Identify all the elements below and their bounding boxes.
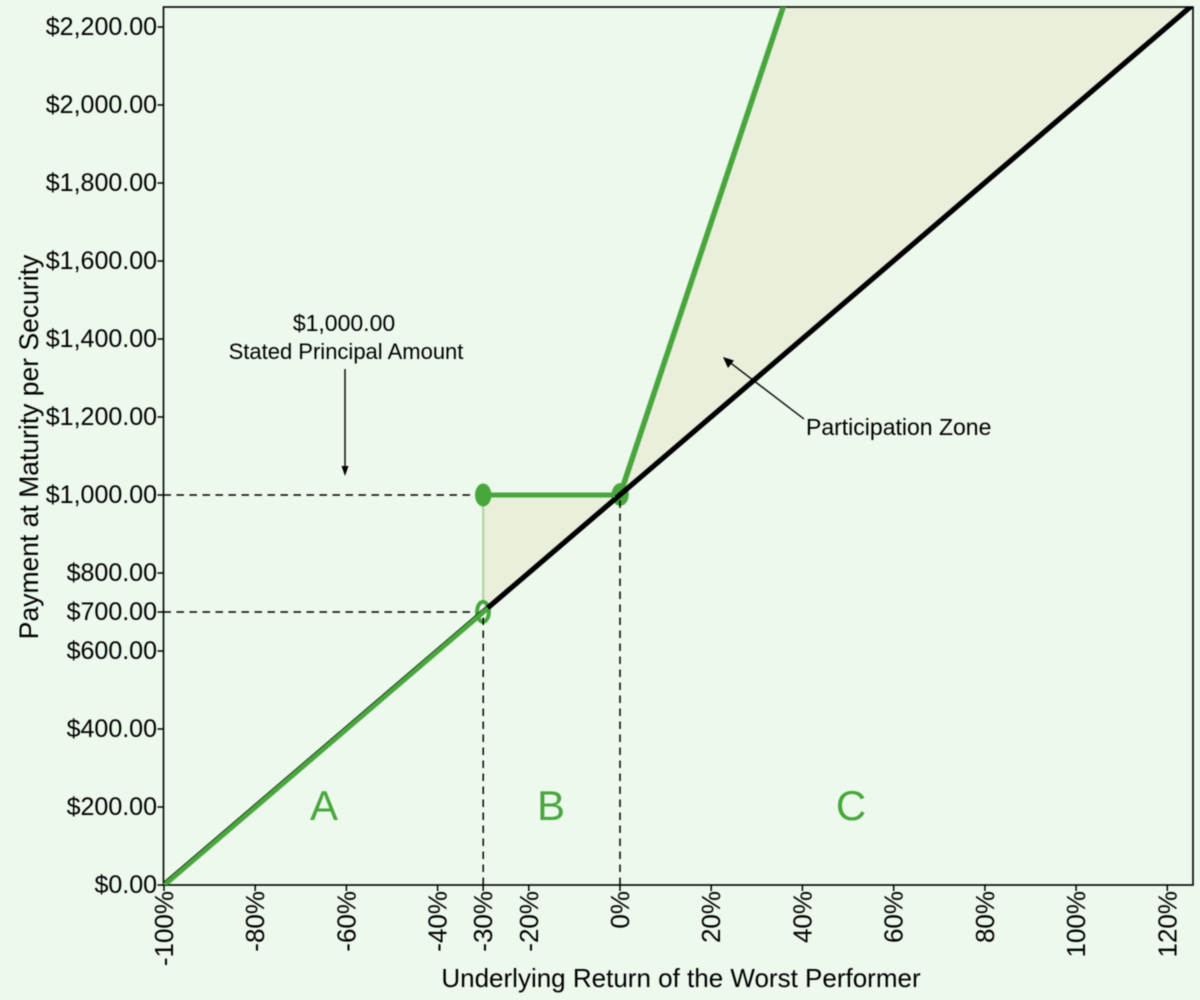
svg-text:Underlying Return of the Worst: Underlying Return of the Worst Performer xyxy=(441,963,921,993)
svg-text:120%: 120% xyxy=(1152,891,1182,958)
svg-text:100%: 100% xyxy=(1061,891,1091,958)
svg-text:$1,400.00: $1,400.00 xyxy=(46,325,157,353)
svg-text:-30%: -30% xyxy=(468,891,498,952)
svg-text:$700.00: $700.00 xyxy=(67,598,157,626)
svg-text:A: A xyxy=(310,782,338,829)
svg-text:Payment at Maturity per Securi: Payment at Maturity per Security xyxy=(14,254,44,639)
svg-text:-100%: -100% xyxy=(149,891,179,966)
svg-text:$2,000.00: $2,000.00 xyxy=(46,91,157,119)
svg-text:$2,200.00: $2,200.00 xyxy=(46,13,157,41)
svg-text:C: C xyxy=(836,782,866,829)
svg-text:$1,600.00: $1,600.00 xyxy=(46,247,157,275)
svg-text:$200.00: $200.00 xyxy=(67,793,157,821)
svg-text:$1,000.00: $1,000.00 xyxy=(293,310,395,336)
svg-text:Participation Zone: Participation Zone xyxy=(806,414,991,440)
svg-text:-20%: -20% xyxy=(514,891,544,952)
svg-text:B: B xyxy=(537,782,565,829)
svg-text:-80%: -80% xyxy=(240,891,270,952)
svg-text:60%: 60% xyxy=(879,891,909,943)
svg-text:-40%: -40% xyxy=(423,891,453,952)
svg-text:$400.00: $400.00 xyxy=(67,715,157,743)
svg-text:20%: 20% xyxy=(696,891,726,943)
svg-text:$1,200.00: $1,200.00 xyxy=(46,403,157,431)
svg-text:-60%: -60% xyxy=(331,891,361,952)
svg-text:$0.00: $0.00 xyxy=(94,871,157,899)
svg-text:80%: 80% xyxy=(970,891,1000,943)
svg-text:Stated Principal Amount: Stated Principal Amount xyxy=(229,339,464,364)
svg-text:$1,000.00: $1,000.00 xyxy=(46,481,157,509)
svg-text:$600.00: $600.00 xyxy=(67,637,157,665)
svg-text:40%: 40% xyxy=(787,891,817,943)
svg-text:$800.00: $800.00 xyxy=(67,559,157,587)
svg-text:$1,800.00: $1,800.00 xyxy=(46,169,157,197)
svg-text:0%: 0% xyxy=(605,891,635,929)
